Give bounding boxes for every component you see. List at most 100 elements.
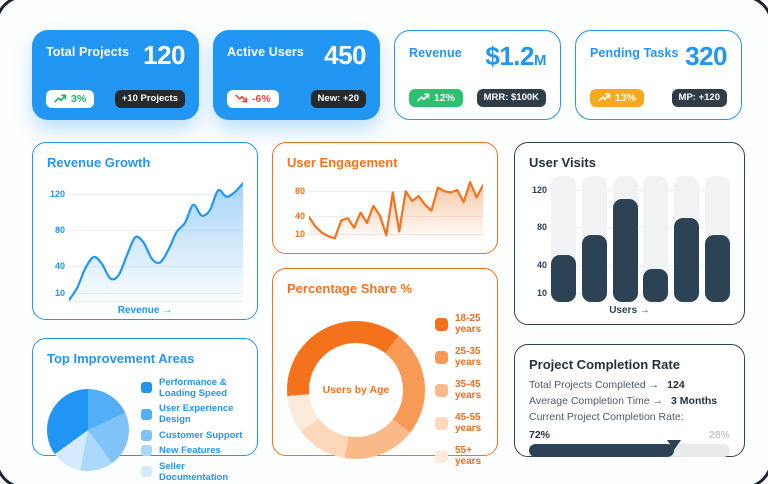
stat-value: 450 — [324, 40, 366, 70]
donut-chart: Users by Age 18-25 years 25-35 years 35-45… — [287, 302, 483, 478]
y-tick-label: 120 — [49, 189, 65, 199]
line-series — [67, 176, 245, 302]
legend-label: 25-35 years — [455, 346, 482, 368]
line-chart: 80 40 10 — [287, 176, 485, 240]
completion-row-value: 124 — [667, 379, 685, 391]
card-title: User Engagement — [287, 155, 398, 170]
stat-card: Total Projects 120 3% +10 Projects — [32, 30, 199, 120]
bar[interactable] — [704, 234, 730, 302]
y-tick-label: 40 — [294, 210, 305, 221]
y-tick-label: 40 — [536, 259, 547, 270]
legend-item: 25-35 years — [435, 346, 483, 368]
y-tick-label: 40 — [54, 261, 65, 271]
stat-title: Revenue — [409, 46, 462, 60]
bar-track — [551, 176, 576, 302]
bar-chart: 120 80 40 10 — [529, 176, 730, 302]
gridline — [551, 227, 730, 228]
legend-label: 35-45 years — [455, 379, 482, 401]
gridline — [69, 230, 243, 231]
project-completion-card: Project Completion Rate Total Projects C… — [514, 344, 745, 458]
improvement-areas-card: Top Improvement Areas Performance & Load… — [32, 338, 258, 483]
legend-item: 45-55 years — [435, 412, 483, 434]
completion-caption: Current Project Completion Rate: — [529, 410, 684, 423]
trend-arrow-icon — [598, 93, 611, 102]
legend-item: User Experience Design — [141, 403, 243, 425]
legend-item: Seller Documentation — [141, 461, 243, 483]
donut: Users by Age — [287, 321, 425, 459]
legend-label: Performance & Loading Speed — [159, 376, 228, 399]
progress-fill — [529, 444, 674, 458]
legend-item: 55+ years — [435, 445, 483, 467]
completion-row-label: Average Completion Time → — [529, 394, 664, 407]
bar-track — [704, 176, 730, 302]
y-tick-label: 80 — [54, 225, 65, 235]
gridline — [551, 190, 730, 191]
revenue-growth-card: Revenue Growth 120 80 40 10 Revenue → — [32, 142, 258, 320]
stat-badge: MRR: $100K — [476, 89, 546, 107]
legend-label: Seller Documentation — [159, 460, 229, 483]
bar-track — [674, 176, 700, 302]
donut-center-label: Users by Age — [322, 384, 390, 396]
legend-label: 18-25 years — [455, 313, 482, 335]
stat-card: Revenue $1.2M 12% MRR: $100K — [394, 30, 561, 120]
percent-remaining-label: 28% — [708, 429, 730, 442]
bar-track — [643, 176, 669, 302]
stat-card-header: Revenue $1.2M — [409, 43, 547, 69]
line-chart-svg — [307, 181, 485, 240]
bar-track — [581, 176, 607, 302]
legend-swatch — [141, 445, 152, 456]
bar-series — [551, 176, 730, 302]
stat-value: 120 — [143, 40, 185, 70]
completion-rows: Total Projects Completed → 124 Average Com… — [529, 378, 730, 410]
progress-marker-icon[interactable] — [666, 440, 681, 451]
stat-badge: New: +20 — [310, 90, 366, 108]
x-axis-label: Revenue → — [117, 305, 173, 316]
legend-label: Customer Support — [159, 429, 243, 441]
progress-labels: 72% 28% — [529, 429, 730, 441]
gridline — [551, 265, 730, 266]
line-chart: 120 80 40 10 — [47, 176, 245, 302]
bar-track — [612, 176, 638, 302]
stat-card-header: Active Users 450 — [227, 42, 366, 68]
legend-swatch — [435, 350, 448, 364]
y-tick-label: 120 — [531, 185, 547, 195]
legend-item: Customer Support — [141, 429, 243, 441]
line-chart-svg — [67, 182, 245, 302]
trend-label: 12% — [434, 91, 456, 104]
card-title: Percentage Share % — [287, 281, 413, 296]
user-visits-card: User Visits 120 80 40 10 Users → — [514, 142, 745, 325]
gridlines — [551, 176, 730, 302]
legend-swatch — [435, 383, 448, 397]
donut-hole: Users by Age — [309, 343, 403, 437]
legend-item: New Features — [141, 445, 243, 456]
stat-card-footer: 12% MRR: $100K — [409, 88, 546, 107]
plot-area — [67, 176, 245, 302]
plot-area — [307, 176, 485, 240]
bar[interactable] — [612, 199, 638, 302]
y-tick-label: 10 — [54, 288, 65, 298]
stat-card-header: Total Projects 120 — [46, 42, 185, 68]
completion-row-label: Total Projects Completed → — [529, 379, 660, 391]
y-axis: 120 80 40 10 — [529, 176, 551, 302]
trend-arrow-icon — [417, 93, 430, 102]
bar[interactable] — [643, 269, 669, 302]
card-title: Top Improvement Areas — [47, 351, 195, 366]
completion-row: Total Projects Completed → 124 — [529, 378, 730, 394]
pie-chart: Performance & Loading Speed User Experien… — [47, 372, 243, 484]
legend-item: 18-25 years — [435, 313, 483, 335]
legend-label: 45-55 years — [455, 412, 482, 434]
y-axis: 80 40 10 — [287, 176, 309, 240]
trend-label: 3% — [71, 92, 87, 105]
gridline — [69, 194, 243, 195]
completion-row-value: 3 Months — [671, 394, 718, 407]
stat-title: Total Projects — [46, 45, 130, 59]
bar[interactable] — [674, 217, 700, 302]
trend-arrow-icon — [235, 94, 248, 103]
trend-pill: 13% — [590, 88, 645, 107]
bar[interactable] — [581, 234, 607, 302]
completion-row: Average Completion Time → 3 Months — [529, 394, 730, 410]
legend-swatch — [435, 416, 448, 430]
bar[interactable] — [551, 255, 576, 302]
stat-card-header: Pending Tasks 320 — [590, 43, 727, 69]
